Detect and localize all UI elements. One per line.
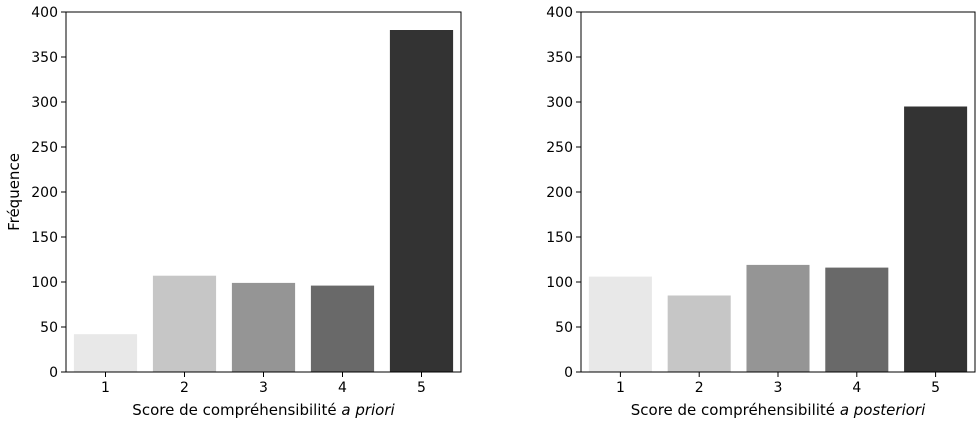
chart-a-posteriori: 0 50 100 150 200 250 300 350 400 1 2 3 4 5 Score de … xyxy=(546,5,976,419)
y-tick-label: 300 xyxy=(546,95,573,111)
y-tick-label: 200 xyxy=(546,185,573,201)
x-tick-label: 1 xyxy=(616,380,625,396)
y-tick-label: 200 xyxy=(31,185,58,201)
x-axis-ticks: 1 2 3 4 5 xyxy=(101,372,426,396)
y-tick-label: 100 xyxy=(546,275,573,291)
y-tick-label: 250 xyxy=(31,140,58,156)
x-axis-label: Score de compréhensibilité a priori xyxy=(132,401,395,419)
x-tick-label: 5 xyxy=(417,380,426,396)
x-tick-label: 4 xyxy=(338,380,347,396)
y-axis-label: Fréquence xyxy=(5,153,23,231)
x-tick-label: 3 xyxy=(774,380,783,396)
y-tick-label: 350 xyxy=(546,50,573,66)
y-tick-label: 0 xyxy=(49,365,58,381)
x-axis-ticks: 1 2 3 4 5 xyxy=(616,372,940,396)
y-tick-label: 250 xyxy=(546,140,573,156)
x-tick-label: 5 xyxy=(931,380,940,396)
bar-score-1 xyxy=(73,334,138,372)
x-axis-label: Score de compréhensibilité a posteriori xyxy=(631,401,926,419)
y-tick-label: 400 xyxy=(546,5,573,21)
y-axis-ticks: 0 50 100 150 200 250 300 350 400 xyxy=(31,5,66,381)
bar-score-3 xyxy=(746,264,810,372)
y-axis-ticks: 0 50 100 150 200 250 300 350 400 xyxy=(546,5,581,381)
chart-a-priori: 0 50 100 150 200 250 300 350 400 1 2 3 4 5 Score de … xyxy=(5,5,462,419)
y-tick-label: 100 xyxy=(31,275,58,291)
bar-score-1 xyxy=(588,276,652,372)
bar-score-4 xyxy=(310,285,375,372)
y-tick-label: 350 xyxy=(31,50,58,66)
x-tick-label: 3 xyxy=(259,380,268,396)
bar-score-5 xyxy=(389,30,454,372)
y-tick-label: 300 xyxy=(31,95,58,111)
y-tick-label: 50 xyxy=(40,320,58,336)
x-tick-label: 4 xyxy=(852,380,861,396)
bar-score-2 xyxy=(152,275,217,372)
y-tick-label: 150 xyxy=(546,230,573,246)
bars-a-posteriori xyxy=(588,106,968,372)
y-tick-label: 0 xyxy=(564,365,573,381)
bar-score-3 xyxy=(231,282,296,372)
y-tick-label: 400 xyxy=(31,5,58,21)
bar-score-2 xyxy=(667,295,731,372)
bar-score-5 xyxy=(904,106,968,372)
x-tick-label: 2 xyxy=(695,380,704,396)
x-tick-label: 2 xyxy=(180,380,189,396)
x-tick-label: 1 xyxy=(101,380,110,396)
y-tick-label: 50 xyxy=(555,320,573,336)
bars-a-priori xyxy=(73,30,454,372)
y-tick-label: 150 xyxy=(31,230,58,246)
bar-score-4 xyxy=(825,267,889,372)
